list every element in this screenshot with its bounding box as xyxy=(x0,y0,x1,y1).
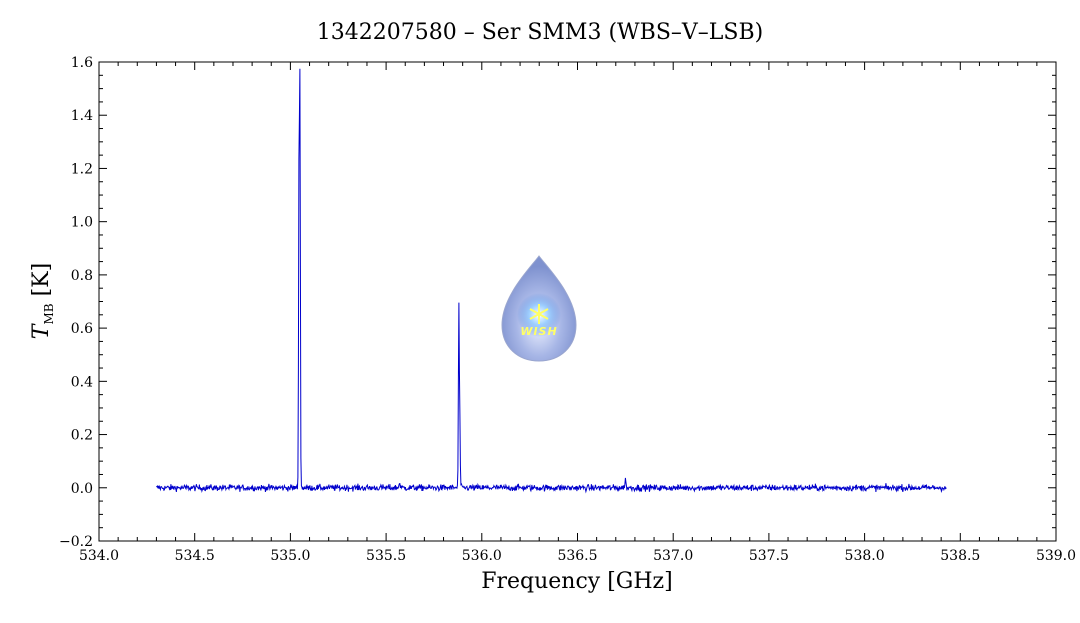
y-axis-label-sub: MB xyxy=(42,303,56,324)
y-tick-label: 0.4 xyxy=(71,374,93,390)
axis-labels: Frequency [GHz] TMB [K] xyxy=(29,263,673,594)
y-axis-label: TMB [K] xyxy=(29,263,56,339)
x-axis-label: Frequency [GHz] xyxy=(481,569,673,594)
plot-frame xyxy=(98,61,1057,542)
y-tick-label: 0.0 xyxy=(71,481,93,497)
x-tick-label: 538.5 xyxy=(940,548,980,564)
y-tick-label: 1.2 xyxy=(71,161,93,177)
x-tick-label: 535.5 xyxy=(366,548,406,564)
logo-text: WISH xyxy=(520,325,557,338)
chart-title: 1342207580 – Ser SMM3 (WBS–V–LSB) xyxy=(317,20,763,45)
x-tick-label: 538.0 xyxy=(845,548,885,564)
x-tick-label: 536.0 xyxy=(462,548,502,564)
x-tick-label: 534.5 xyxy=(175,548,215,564)
series-group xyxy=(156,68,947,494)
wish-logo: WISH xyxy=(501,255,577,362)
x-tick-label: 536.5 xyxy=(557,548,597,564)
x-tick-label: 534.0 xyxy=(79,548,119,564)
spectrum-line xyxy=(156,68,947,494)
y-tick-label: 0.6 xyxy=(71,321,93,337)
y-axis-label-unit: [K] xyxy=(29,263,54,304)
y-tick-label: 1.6 xyxy=(71,55,93,71)
x-tick-label: 539.0 xyxy=(1036,548,1076,564)
x-tick-label: 535.0 xyxy=(270,548,310,564)
y-tick-label: 0.8 xyxy=(71,268,93,284)
y-tick-label: 0.2 xyxy=(71,428,93,444)
y-tick-label: 1.4 xyxy=(71,108,93,124)
x-tick-label: 537.0 xyxy=(653,548,693,564)
y-tick-label: −0.2 xyxy=(59,534,93,550)
y-axis-label-main: T xyxy=(29,322,54,339)
star-icon xyxy=(529,304,549,324)
axes: 534.0 534.5 535.0 535.5 536.0 536.5 537.0 537.5… xyxy=(59,55,1076,564)
x-tick-label: 537.5 xyxy=(749,548,789,564)
y-tick-label: 1.0 xyxy=(71,215,93,231)
